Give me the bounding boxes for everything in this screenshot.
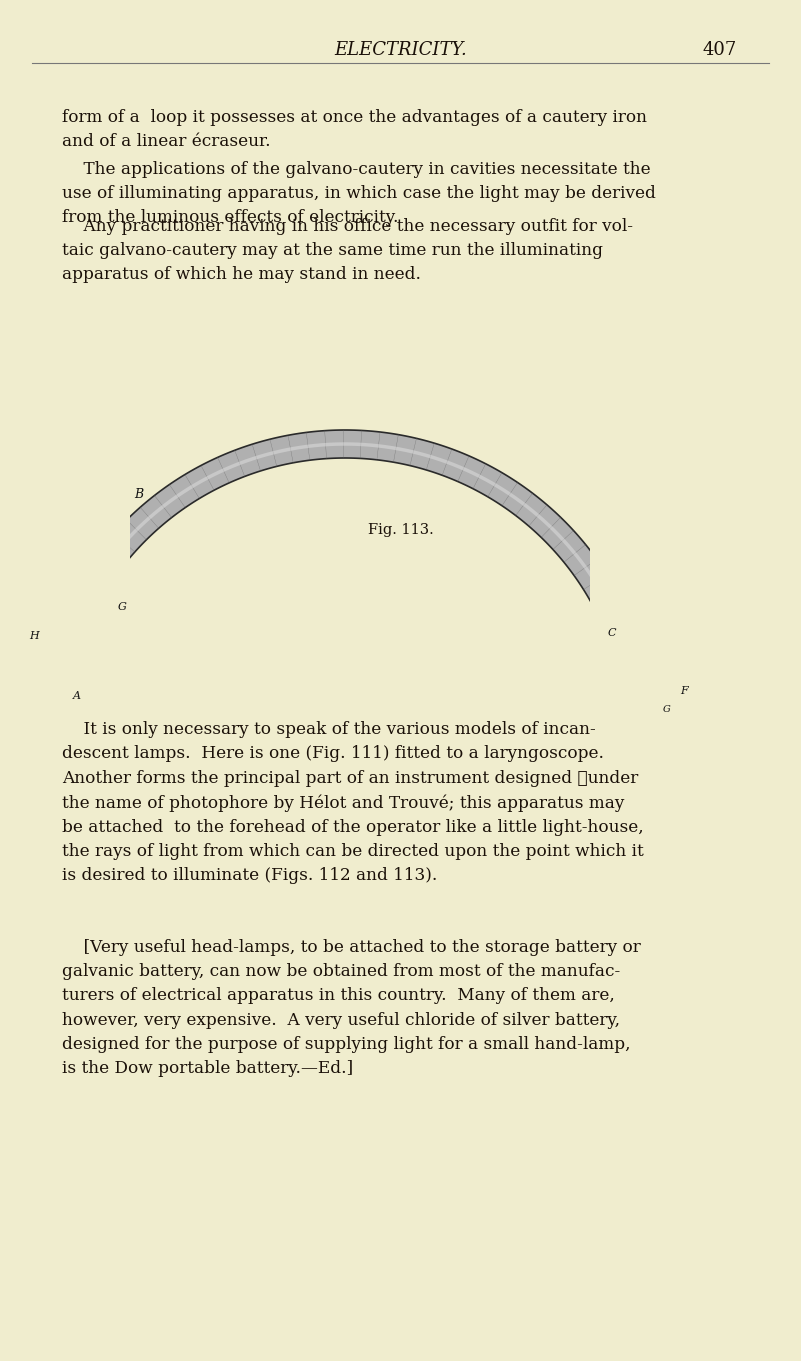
Text: C: C: [608, 627, 617, 638]
Text: B: B: [134, 487, 143, 501]
Polygon shape: [58, 430, 633, 634]
Ellipse shape: [620, 637, 655, 691]
Text: 407: 407: [702, 41, 737, 59]
Text: It is only necessary to speak of the various models of incan-
descent lamps.  He: It is only necessary to speak of the var…: [62, 721, 643, 885]
Text: [Very useful head-lamps, to be attached to the storage battery or
galvanic batte: [Very useful head-lamps, to be attached …: [62, 939, 641, 1077]
Text: G: G: [663, 705, 670, 715]
Polygon shape: [53, 619, 113, 689]
Ellipse shape: [786, 724, 801, 757]
Text: The applications of the galvano-cautery in cavities necessitate the
use of illum: The applications of the galvano-cautery …: [62, 161, 655, 226]
Text: G: G: [118, 602, 127, 612]
Text: H: H: [30, 632, 39, 641]
Text: form of a  loop it possesses at once the advantages of a cautery iron
and of a l: form of a loop it possesses at once the …: [62, 109, 646, 150]
Text: Any practitioner having in his office the necessary outfit for vol-
taic galvano: Any practitioner having in his office th…: [62, 218, 633, 283]
Polygon shape: [675, 642, 801, 700]
Text: Fig. 113.: Fig. 113.: [368, 523, 433, 536]
Polygon shape: [670, 670, 801, 757]
Polygon shape: [653, 629, 675, 698]
Text: F: F: [680, 686, 688, 695]
Text: A: A: [73, 691, 81, 701]
Polygon shape: [671, 587, 801, 666]
Text: ELECTRICITY.: ELECTRICITY.: [334, 41, 467, 59]
